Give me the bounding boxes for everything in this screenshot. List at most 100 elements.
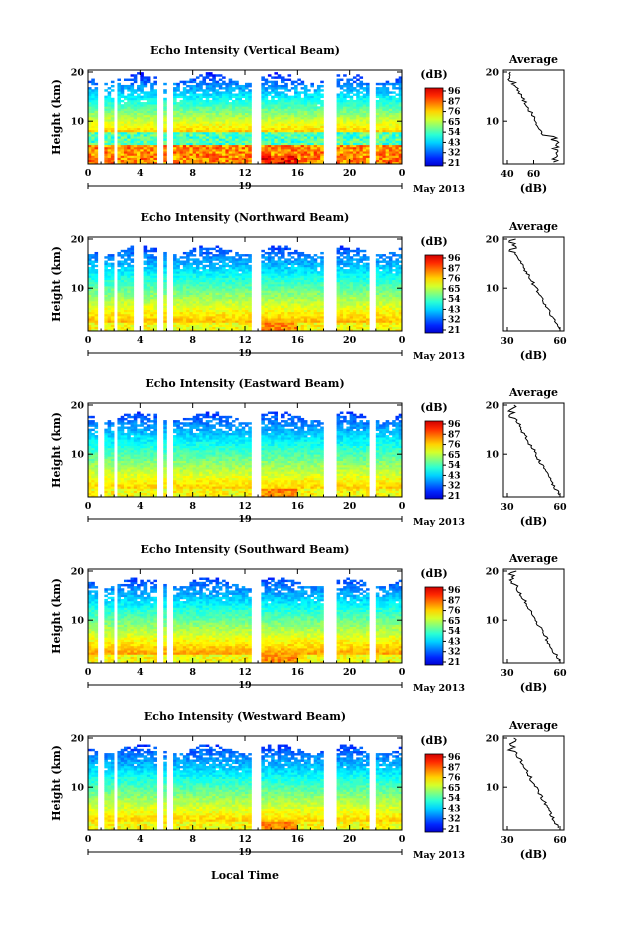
heatmap-cell <box>398 151 403 154</box>
heatmap-cell <box>88 80 92 84</box>
heatmap-cell <box>277 93 282 96</box>
heatmap-cell <box>91 140 95 143</box>
heatmap-cell <box>366 125 370 128</box>
heatmap-cell <box>88 95 92 99</box>
heatmap-cell <box>303 138 308 141</box>
heatmap-cell <box>146 305 151 308</box>
heatmap-cell <box>271 102 275 105</box>
heatmap-cell <box>277 153 282 156</box>
heatmap-cell <box>235 114 239 118</box>
heatmap-cell <box>195 305 200 308</box>
heatmap-cell <box>94 288 99 291</box>
heatmap-cell <box>192 80 197 84</box>
heatmap-cell <box>271 104 275 107</box>
heatmap-cell <box>241 119 246 122</box>
heatmap-cell <box>176 318 180 321</box>
heatmap-cell <box>300 262 305 266</box>
heatmap-cell <box>153 95 157 99</box>
heatmap-cell <box>186 311 190 315</box>
heatmap-cell <box>385 144 390 148</box>
heatmap-cell <box>123 313 128 317</box>
heatmap-cell <box>267 322 272 325</box>
heatmap-cell <box>290 309 295 313</box>
heatmap-cell <box>222 87 226 90</box>
average-y-tick-label: 20 <box>486 68 500 79</box>
heatmap-cell <box>248 161 252 165</box>
heatmap-cell <box>94 153 99 156</box>
heatmap-cell <box>379 142 383 146</box>
heatmap-cell <box>339 134 344 137</box>
heatmap-cell <box>127 95 131 99</box>
heatmap-cell <box>235 95 239 99</box>
heatmap-cell <box>375 136 380 139</box>
heatmap-cell <box>94 161 99 165</box>
heatmap-cell <box>202 106 207 109</box>
heatmap-cell <box>88 328 92 332</box>
heatmap-cell <box>218 87 223 90</box>
heatmap-cell <box>297 284 301 287</box>
heatmap-cell <box>127 262 131 266</box>
heatmap-cell <box>264 99 269 103</box>
heatmap-cell <box>212 316 216 319</box>
heatmap-cell <box>120 99 125 103</box>
heatmap-cell <box>94 108 99 111</box>
heatmap-cell <box>271 245 275 248</box>
heatmap-cell <box>313 117 318 120</box>
heatmap-cell <box>225 322 229 325</box>
heatmap-cell <box>94 93 99 96</box>
heatmap-cell <box>271 281 275 285</box>
heatmap-cell <box>274 316 279 319</box>
heatmap-cell <box>225 256 229 259</box>
heatmap-cell <box>150 157 154 161</box>
heatmap-cell <box>133 106 138 109</box>
heatmap-cell <box>137 149 141 152</box>
heatmap-cell <box>235 320 239 323</box>
heatmap-cell <box>110 140 115 143</box>
heatmap-cell <box>212 161 216 165</box>
heatmap-cell <box>303 318 308 321</box>
heatmap-cell <box>186 324 190 328</box>
heatmap-cell <box>290 294 295 298</box>
heatmap-cell <box>127 273 131 276</box>
heatmap-cell <box>88 279 92 283</box>
heatmap-cell <box>339 106 344 109</box>
heatmap-cell <box>280 110 285 114</box>
heatmap-cell <box>294 102 298 105</box>
heatmap-cell <box>316 142 321 146</box>
heatmap-cell <box>379 87 383 90</box>
heatmap-cell <box>287 99 292 103</box>
heatmap-cell <box>218 144 223 148</box>
heatmap-cell <box>143 106 148 109</box>
heatmap-cell <box>382 125 386 128</box>
heatmap-cell <box>385 95 390 99</box>
heatmap-cell <box>205 258 210 261</box>
heatmap-cell <box>261 110 265 114</box>
heatmap-cell <box>130 275 135 278</box>
heatmap-cell <box>280 123 285 126</box>
heatmap-cell <box>186 326 190 330</box>
heatmap-cell <box>385 138 390 141</box>
heatmap-cell <box>127 112 131 116</box>
heatmap-cell <box>186 294 190 298</box>
heatmap-cell <box>284 144 288 148</box>
heatmap-cell <box>228 277 233 281</box>
heatmap-cell <box>248 123 252 126</box>
heatmap-cell <box>91 114 95 118</box>
heatmap-cell <box>123 140 128 143</box>
heatmap-cell <box>375 151 380 154</box>
heatmap-cell <box>225 129 229 133</box>
heatmap-cell <box>267 296 272 300</box>
heatmap-cell <box>248 93 252 96</box>
heatmap-cell <box>110 305 115 308</box>
heatmap-cell <box>245 99 249 103</box>
heatmap-cell <box>179 112 184 116</box>
heatmap-cell <box>192 286 197 289</box>
heatmap-cell <box>189 131 193 135</box>
heatmap-cell <box>123 288 128 291</box>
heatmap-cell <box>300 320 305 323</box>
heatmap-cell <box>287 298 292 302</box>
heatmap-cell <box>264 290 269 293</box>
heatmap-cell <box>153 110 157 114</box>
heatmap-cell <box>202 151 207 154</box>
heatmap-cell <box>398 117 403 120</box>
